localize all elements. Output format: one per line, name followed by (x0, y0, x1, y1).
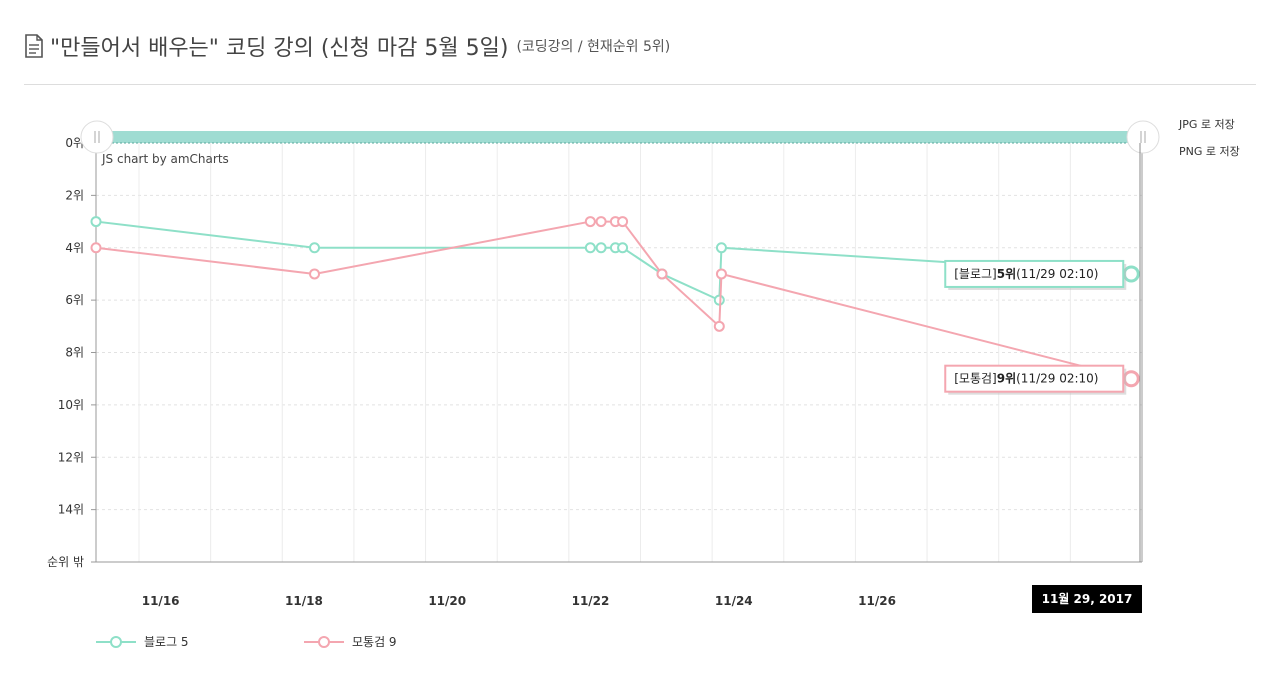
y-tick-label: 10위 (58, 398, 84, 412)
page-header: "만들어서 배우는" 코딩 강의 (신청 마감 5월 5일) (코딩강의 / 현… (24, 28, 670, 64)
data-point (584, 242, 596, 254)
data-point (90, 216, 102, 228)
legend-item-motong[interactable]: 모통검 9 (304, 633, 397, 650)
y-tick-label: 12위 (58, 450, 84, 464)
y-tick-label: 14위 (58, 503, 84, 517)
x-tick-label: 11/20 (428, 594, 466, 608)
legend-label-motong: 모통검 9 (352, 635, 397, 649)
balloon-0: [블로그]5위(11/29 02:10) (944, 259, 1127, 290)
data-point (715, 268, 727, 280)
balloon-series: [모통검] (954, 372, 996, 386)
grid-layer (96, 143, 1142, 562)
y-tick-label: 순위 밖 (47, 555, 84, 569)
data-point (715, 242, 727, 254)
x-tick-label: 11/18 (285, 594, 323, 608)
y-tick-label: 6위 (65, 293, 84, 307)
data-point (90, 242, 102, 254)
x-tick-label: 11/26 (858, 594, 896, 608)
data-point (617, 242, 629, 254)
data-point (595, 216, 607, 228)
page-title: "만들어서 배우는" 코딩 강의 (신청 마감 5월 5일) (50, 36, 509, 61)
legend-marker-blog (96, 635, 136, 648)
balloon-time: (11/29 02:10) (1016, 372, 1098, 386)
export-jpg-button[interactable]: JPG 로 저장 (1179, 118, 1235, 131)
balloon-box (944, 259, 1125, 288)
scrollbar-right-handle[interactable] (1126, 120, 1160, 154)
legend-item-blog[interactable]: 블로그 5 (96, 633, 189, 650)
balloon-series: [블로그] (954, 267, 996, 281)
legend-label-blog: 블로그 5 (144, 635, 189, 649)
cursor-label-box (1032, 585, 1142, 613)
scrollbar[interactable] (80, 120, 1160, 154)
balloon-time: (11/29 02:10) (1016, 267, 1098, 281)
y-tick-label: 0위 (65, 136, 84, 150)
balloon-text: [모통검]9위(11/29 02:10) (954, 372, 1098, 386)
cursor-label-text: 11월 29, 2017 (1042, 591, 1133, 606)
y-tick-label: 2위 (65, 188, 84, 202)
handle-knob (80, 120, 114, 154)
legend-marker-motong (304, 635, 344, 648)
scrollbar-left-handle[interactable] (80, 120, 114, 154)
scrollbar-track (96, 131, 1142, 143)
balloon-box (944, 364, 1125, 393)
balloon-rank: 9위 (997, 372, 1016, 386)
balloon-text: [블로그]5위(11/29 02:10) (954, 267, 1098, 281)
series-layer (90, 216, 1140, 388)
data-point (656, 268, 668, 280)
export-png-button[interactable]: PNG 로 저장 (1179, 145, 1240, 158)
data-point (1122, 370, 1140, 388)
y-tick-label: 8위 (65, 346, 84, 360)
page-subtitle: (코딩강의 / 현재순위 5위) (516, 39, 671, 55)
x-tick-label: 11/24 (715, 594, 753, 608)
data-point (309, 242, 321, 254)
y-tick-label: 4위 (65, 241, 84, 255)
balloon-rank: 5위 (997, 267, 1016, 281)
data-point (595, 242, 607, 254)
x-tick-label: 11/16 (142, 594, 180, 608)
balloon-1: [모통검]9위(11/29 02:10) (944, 364, 1127, 395)
x-tick-label: 11/22 (572, 594, 610, 608)
data-point (713, 320, 725, 332)
data-point (617, 216, 629, 228)
data-point (584, 216, 596, 228)
data-point (309, 268, 321, 280)
amcharts-credit[interactable]: JS chart by amCharts (101, 152, 229, 166)
handle-knob (1126, 120, 1160, 154)
cursor-label: 11월 29, 2017 (1032, 143, 1142, 613)
document-icon (25, 34, 43, 58)
header-divider (24, 84, 1256, 85)
data-point (1122, 265, 1140, 283)
balloon-layer: [블로그]5위(11/29 02:10)[모통검]9위(11/29 02:10) (944, 259, 1127, 395)
